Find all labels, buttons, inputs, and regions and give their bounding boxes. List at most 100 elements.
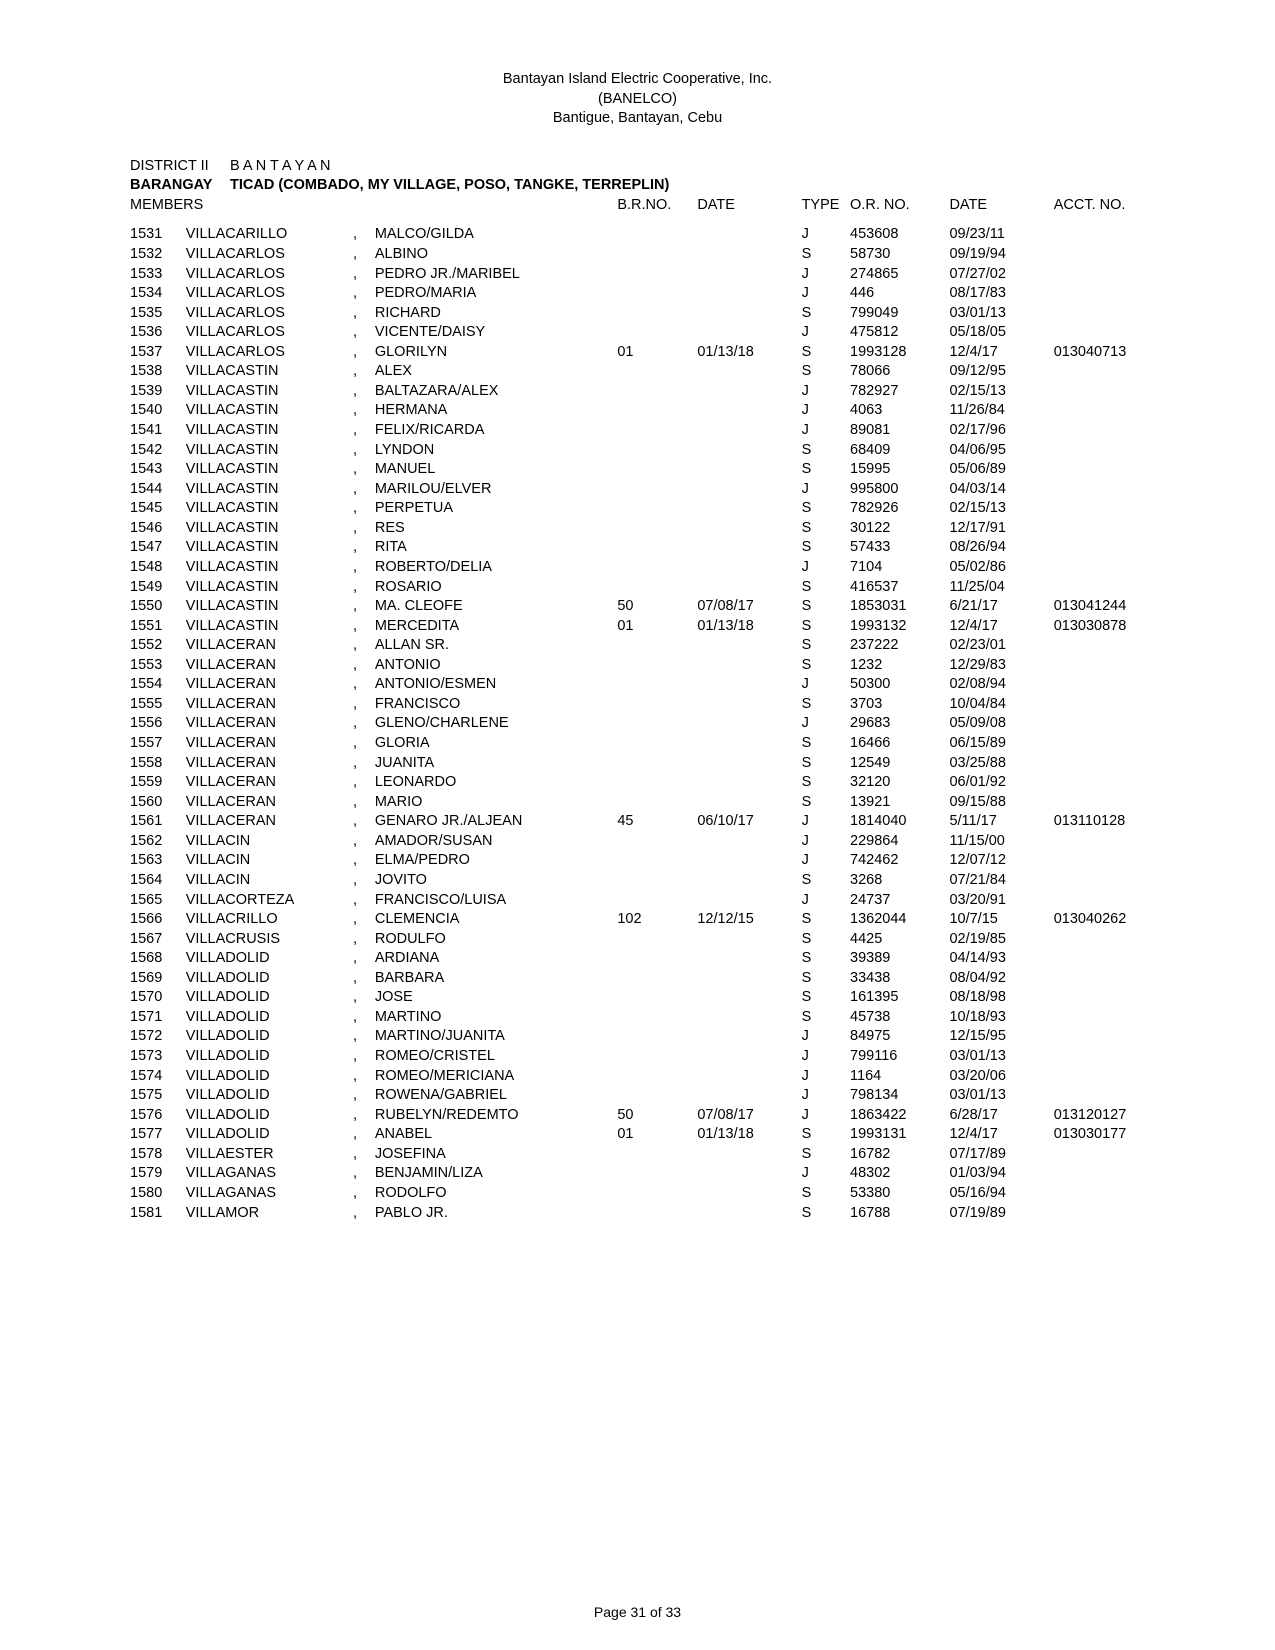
table-row: 1559VILLACERAN,LEONARDOS3212006/01/92 bbox=[130, 773, 1175, 793]
cell-brno bbox=[617, 1164, 697, 1184]
meta-block: DISTRICT II B A N T A Y A N BARANGAY TIC… bbox=[130, 157, 1175, 1223]
cell-date1 bbox=[697, 362, 801, 382]
cell-idx: 1535 bbox=[130, 304, 186, 324]
cell-acct bbox=[1054, 382, 1175, 402]
cell-acct bbox=[1054, 558, 1175, 578]
cell-date1 bbox=[697, 382, 801, 402]
cell-brno bbox=[617, 1086, 697, 1106]
cell-acct: 013041244 bbox=[1054, 597, 1175, 617]
cell-idx: 1546 bbox=[130, 519, 186, 539]
cell-first: ALLAN SR. bbox=[375, 636, 617, 656]
cell-date2: 08/04/92 bbox=[949, 969, 1053, 989]
table-row: 1538VILLACASTIN,ALEXS7806609/12/95 bbox=[130, 362, 1175, 382]
cell-orno: 45738 bbox=[850, 1008, 949, 1028]
cell-brno bbox=[617, 1027, 697, 1047]
cell-comma: , bbox=[353, 578, 375, 598]
cell-last: VILLAGANAS bbox=[186, 1184, 353, 1204]
cell-date2: 06/01/92 bbox=[949, 773, 1053, 793]
cell-orno: 16788 bbox=[850, 1204, 949, 1224]
cell-date1 bbox=[697, 225, 801, 245]
cell-first: GLENO/CHARLENE bbox=[375, 714, 617, 734]
cell-comma: , bbox=[353, 793, 375, 813]
cell-date1 bbox=[697, 793, 801, 813]
table-row: 1565VILLACORTEZA,FRANCISCO/LUISAJ2473703… bbox=[130, 891, 1175, 911]
cell-idx: 1578 bbox=[130, 1145, 186, 1165]
cell-orno: 30122 bbox=[850, 519, 949, 539]
cell-last: VILLACRILLO bbox=[186, 910, 353, 930]
table-row: 1564VILLACIN,JOVITOS326807/21/84 bbox=[130, 871, 1175, 891]
cell-last: VILLACARLOS bbox=[186, 284, 353, 304]
cell-brno bbox=[617, 382, 697, 402]
table-row: 1548VILLACASTIN,ROBERTO/DELIAJ710405/02/… bbox=[130, 558, 1175, 578]
cell-acct: 013120127 bbox=[1054, 1106, 1175, 1126]
cell-first: AMADOR/SUSAN bbox=[375, 832, 617, 852]
cell-date1 bbox=[697, 988, 801, 1008]
cell-date2: 03/25/88 bbox=[949, 754, 1053, 774]
cell-date1 bbox=[697, 1067, 801, 1087]
cell-date2: 07/21/84 bbox=[949, 871, 1053, 891]
cell-type: S bbox=[802, 597, 850, 617]
header-line-3: Bantigue, Bantayan, Cebu bbox=[100, 109, 1175, 129]
cell-idx: 1554 bbox=[130, 675, 186, 695]
cell-orno: 1164 bbox=[850, 1067, 949, 1087]
cell-idx: 1564 bbox=[130, 871, 186, 891]
cell-comma: , bbox=[353, 362, 375, 382]
cell-brno bbox=[617, 969, 697, 989]
cell-last: VILLAESTER bbox=[186, 1145, 353, 1165]
cell-orno: 1993132 bbox=[850, 617, 949, 637]
cell-date1 bbox=[697, 930, 801, 950]
cell-date1 bbox=[697, 558, 801, 578]
cell-date1: 07/08/17 bbox=[697, 597, 801, 617]
cell-brno bbox=[617, 793, 697, 813]
cell-acct bbox=[1054, 441, 1175, 461]
cell-first: LEONARDO bbox=[375, 773, 617, 793]
col-type: TYPE bbox=[802, 196, 850, 226]
table-row: 1579VILLAGANAS,BENJAMIN/LIZAJ4830201/03/… bbox=[130, 1164, 1175, 1184]
cell-orno: 782927 bbox=[850, 382, 949, 402]
cell-brno bbox=[617, 245, 697, 265]
cell-acct bbox=[1054, 1164, 1175, 1184]
cell-orno: 32120 bbox=[850, 773, 949, 793]
cell-brno: 01 bbox=[617, 343, 697, 363]
table-row: 1577VILLADOLID,ANABEL0101/13/18S19931311… bbox=[130, 1125, 1175, 1145]
cell-acct bbox=[1054, 225, 1175, 245]
cell-brno bbox=[617, 832, 697, 852]
cell-date2: 02/15/13 bbox=[949, 382, 1053, 402]
cell-first: JOSE bbox=[375, 988, 617, 1008]
cell-date1 bbox=[697, 480, 801, 500]
cell-type: S bbox=[802, 871, 850, 891]
cell-type: J bbox=[802, 1106, 850, 1126]
cell-date2: 04/06/95 bbox=[949, 441, 1053, 461]
cell-date2: 03/20/91 bbox=[949, 891, 1053, 911]
cell-last: VILLACORTEZA bbox=[186, 891, 353, 911]
cell-acct bbox=[1054, 871, 1175, 891]
cell-comma: , bbox=[353, 1145, 375, 1165]
table-row: 1542VILLACASTIN,LYNDONS6840904/06/95 bbox=[130, 441, 1175, 461]
cell-orno: 16782 bbox=[850, 1145, 949, 1165]
cell-comma: , bbox=[353, 558, 375, 578]
cell-date1 bbox=[697, 714, 801, 734]
cell-date2: 04/03/14 bbox=[949, 480, 1053, 500]
cell-comma: , bbox=[353, 343, 375, 363]
cell-acct: 013030878 bbox=[1054, 617, 1175, 637]
cell-first: MARIO bbox=[375, 793, 617, 813]
cell-date2: 06/15/89 bbox=[949, 734, 1053, 754]
cell-acct bbox=[1054, 891, 1175, 911]
cell-type: J bbox=[802, 832, 850, 852]
cell-type: S bbox=[802, 656, 850, 676]
cell-first: RUBELYN/REDEMTO bbox=[375, 1106, 617, 1126]
cell-type: J bbox=[802, 480, 850, 500]
cell-comma: , bbox=[353, 401, 375, 421]
cell-first: RITA bbox=[375, 538, 617, 558]
cell-orno: 24737 bbox=[850, 891, 949, 911]
cell-brno bbox=[617, 871, 697, 891]
cell-type: S bbox=[802, 245, 850, 265]
cell-last: VILLADOLID bbox=[186, 969, 353, 989]
cell-idx: 1548 bbox=[130, 558, 186, 578]
cell-brno bbox=[617, 578, 697, 598]
cell-date1 bbox=[697, 773, 801, 793]
cell-orno: 782926 bbox=[850, 499, 949, 519]
cell-idx: 1538 bbox=[130, 362, 186, 382]
cell-date1 bbox=[697, 1027, 801, 1047]
cell-last: VILLACASTIN bbox=[186, 421, 353, 441]
